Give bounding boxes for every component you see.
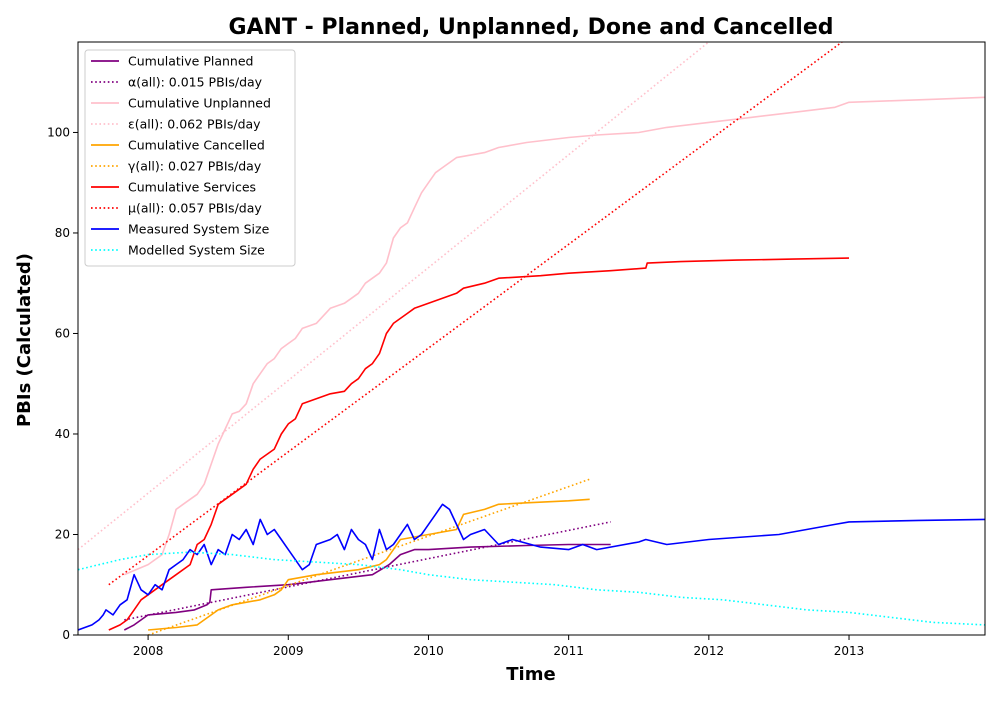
chart-title: GANT - Planned, Unplanned, Done and Canc… [228,15,833,40]
plot-frame [77,41,986,636]
x-tick-label: 2010 [413,644,444,658]
x-axis-label: Time [506,664,555,685]
y-tick-label: 40 [55,427,70,441]
series-line-0 [123,543,611,631]
legend-label: α(all): 0.015 PBIs/day [128,75,263,90]
y-axis-label: PBIs (Calculated) [14,253,35,427]
x-tick-label: 2009 [273,644,304,658]
y-tick-label: 60 [55,326,70,340]
x-tick-label: 2013 [834,644,865,658]
y-tick-label: 0 [62,628,70,642]
legend-box [84,49,296,267]
legend-label: Measured System Size [128,222,270,237]
series-line-9 [78,551,985,626]
legend-label: Cumulative Services [128,180,256,195]
legend-label: Cumulative Unplanned [128,96,271,111]
axes: 2008 2009 2010 2011 2012 2013 0 20 40 60 80 100 [47,41,986,658]
series-line-8 [78,503,985,631]
legend-label: μ(all): 0.057 PBIs/day [128,201,262,216]
series-line-7 [108,42,843,586]
x-tick-label: 2008 [133,644,164,658]
legend-label: Modelled System Size [128,243,265,258]
x-tick-label: 2011 [553,644,584,658]
series-line-3 [78,42,710,551]
legend-label: γ(all): 0.027 PBIs/day [128,159,262,174]
legend-label: Cumulative Cancelled [128,138,265,153]
legend-label: ε(all): 0.062 PBIs/day [128,117,261,132]
plot-area [78,42,985,635]
legend-label: Cumulative Planned [128,54,253,69]
series-line-6 [108,257,850,631]
series-line-2 [123,96,985,576]
series-line-4 [148,498,590,631]
y-tick-label: 80 [55,226,70,240]
legend: Cumulative Planned α(all): 0.015 PBIs/day… [84,49,296,267]
y-tick-label: 100 [47,125,70,139]
series-group [78,42,985,635]
y-tick-label: 20 [55,527,70,541]
x-tick-label: 2012 [694,644,725,658]
series-line-1 [124,521,611,621]
